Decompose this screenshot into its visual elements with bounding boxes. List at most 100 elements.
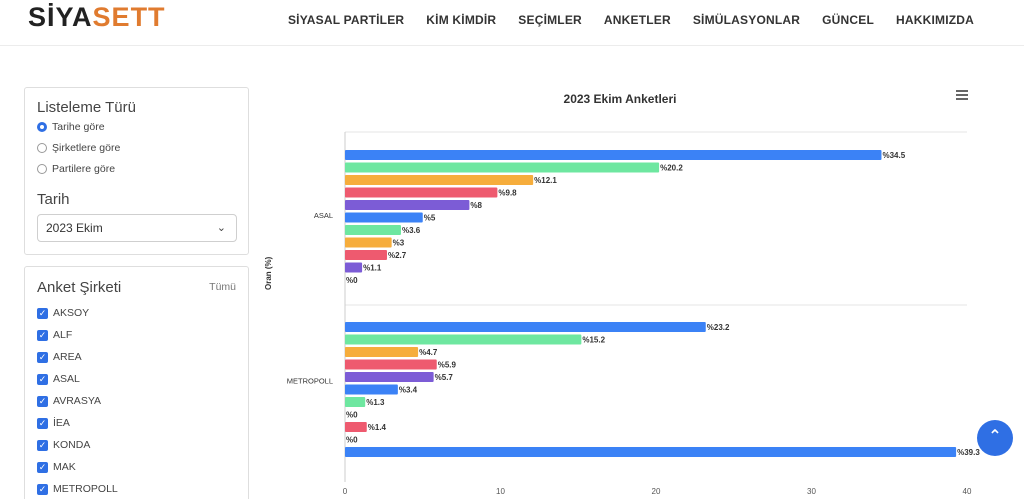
radio-by-company[interactable]: Şirketlere göre [37, 142, 120, 154]
radio-button-off[interactable] [37, 143, 47, 153]
bar [345, 397, 366, 407]
bar-value-label: %5.7 [435, 373, 454, 382]
site-header: SİYASETT SİYASAL PARTİLER KİM KİMDİR SEÇ… [0, 0, 1024, 46]
company-label: AVRASYA [53, 395, 102, 407]
checkbox-checked-icon[interactable]: ✓ [37, 461, 48, 473]
logo-part-1: SİYA [28, 2, 93, 32]
checkbox-checked-icon[interactable]: ✓ [37, 439, 48, 451]
bar-value-label: %2.7 [388, 251, 407, 260]
nav-item-news[interactable]: GÜNCEL [822, 13, 874, 27]
bar-value-label: %3.6 [402, 226, 421, 235]
bar [345, 262, 363, 273]
radio-by-party[interactable]: Partilere göre [37, 163, 115, 175]
bar [345, 334, 582, 345]
company-checkbox-area[interactable]: ✓ AREA [37, 351, 82, 363]
bar [345, 162, 660, 173]
nav-item-about[interactable]: HAKKIMIZDA [896, 13, 974, 27]
date-select-value: 2023 Ekim [46, 221, 103, 235]
bar-value-label: %0 [346, 411, 358, 420]
bar-value-label: %5 [424, 214, 436, 223]
checkbox-checked-icon[interactable]: ✓ [37, 417, 48, 429]
company-label: İEA [53, 417, 70, 429]
list-type-title: Listeleme Türü [37, 99, 136, 116]
nav-item-polls[interactable]: ANKETLER [603, 13, 671, 27]
bar-value-label: %39.3 [957, 448, 980, 457]
company-label: METROPOLL [53, 483, 118, 495]
bar [345, 359, 437, 370]
bar [345, 384, 398, 395]
company-label: AREA [53, 351, 82, 363]
x-tick-label: 20 [652, 487, 661, 496]
checkbox-checked-icon[interactable]: ✓ [37, 395, 48, 407]
bar [345, 250, 387, 260]
checkbox-checked-icon[interactable]: ✓ [37, 483, 48, 495]
bar [345, 175, 534, 185]
bar-value-label: %1.3 [366, 398, 385, 407]
checkbox-checked-icon[interactable]: ✓ [37, 373, 48, 385]
bar [345, 237, 392, 248]
company-label: KONDA [53, 439, 91, 451]
radio-label: Partilere göre [52, 163, 116, 175]
radio-by-date[interactable]: Tarihe göre [37, 121, 105, 133]
nav-item-who-is-who[interactable]: KİM KİMDİR [426, 13, 497, 27]
bar-value-label: %12.1 [534, 176, 557, 185]
company-checkbox-avrasya[interactable]: ✓ AVRASYA [37, 395, 101, 407]
bar-value-label: %0 [346, 276, 358, 285]
company-checkbox-alf[interactable]: ✓ ALF [37, 329, 72, 341]
company-checkbox-mak[interactable]: ✓ MAK [37, 461, 76, 473]
bar-value-label: %4.7 [419, 348, 438, 357]
logo-part-2: SETT [92, 2, 166, 32]
bar-value-label: %5.9 [438, 361, 457, 370]
company-checkbox-aksoy[interactable]: ✓ AKSOY [37, 307, 89, 319]
nav-item-simulations[interactable]: SİMÜLASYONLAR [692, 13, 801, 27]
company-checkbox-konda[interactable]: ✓ KONDA [37, 439, 90, 451]
company-title: Anket Şirketi [37, 279, 122, 296]
x-tick-label: 40 [963, 487, 972, 496]
bar [345, 422, 367, 432]
checkbox-checked-icon[interactable]: ✓ [37, 307, 48, 319]
bar-value-label: %0 [346, 436, 358, 445]
company-checkbox-asal[interactable]: ✓ ASAL [37, 373, 80, 385]
bar-value-label: %3.4 [399, 386, 418, 395]
bar-value-label: %1.4 [368, 423, 387, 432]
company-label: MAK [53, 461, 76, 473]
site-logo[interactable]: SİYASETT [28, 2, 166, 33]
bar [345, 372, 434, 382]
bar [345, 347, 419, 357]
bar-value-label: %1.1 [363, 264, 382, 273]
list-options-card: Listeleme Türü Tarihe göre Şirketlere gö… [24, 87, 249, 255]
bar-value-label: %34.5 [882, 151, 905, 160]
bar-value-label: %8 [470, 201, 482, 210]
company-checkbox-iea[interactable]: ✓ İEA [37, 417, 70, 429]
bar [345, 187, 498, 198]
checkbox-checked-icon[interactable]: ✓ [37, 351, 48, 363]
bar [345, 200, 470, 210]
date-title: Tarih [37, 191, 70, 208]
main-nav: SİYASAL PARTİLER KİM KİMDİR SEÇİMLER ANK… [288, 13, 974, 27]
date-select[interactable]: 2023 Ekim ⌄ [37, 214, 237, 242]
bar-value-label: %15.2 [582, 336, 605, 345]
radio-label: Şirketlere göre [52, 142, 121, 154]
nav-item-parties[interactable]: SİYASAL PARTİLER [287, 13, 405, 27]
company-label: ALF [53, 329, 73, 341]
double-chevron-up-icon[interactable]: ⌃ [977, 420, 1013, 456]
category-label: METROPOLL [287, 377, 333, 386]
select-all-link[interactable]: Tümü [209, 281, 236, 293]
x-tick-label: 10 [496, 487, 505, 496]
nav-item-elections[interactable]: SEÇİMLER [518, 13, 582, 27]
bar [345, 322, 706, 332]
hamburger-menu-icon[interactable] [956, 90, 968, 100]
bar-value-label: %20.2 [660, 164, 683, 173]
x-tick-label: 30 [807, 487, 816, 496]
category-label: ASAL [314, 211, 333, 220]
bar-value-label: %9.8 [498, 189, 517, 198]
chevron-down-icon: ⌄ [216, 222, 226, 234]
company-checkbox-metropoll[interactable]: ✓ METROPOLL [37, 483, 118, 495]
company-label: ASAL [53, 373, 80, 385]
bar [345, 150, 882, 160]
chart-title: 2023 Ekim Anketleri [563, 92, 677, 106]
checkbox-checked-icon[interactable]: ✓ [37, 329, 48, 341]
radio-button-on[interactable] [37, 122, 47, 132]
radio-button-off[interactable] [37, 164, 47, 174]
